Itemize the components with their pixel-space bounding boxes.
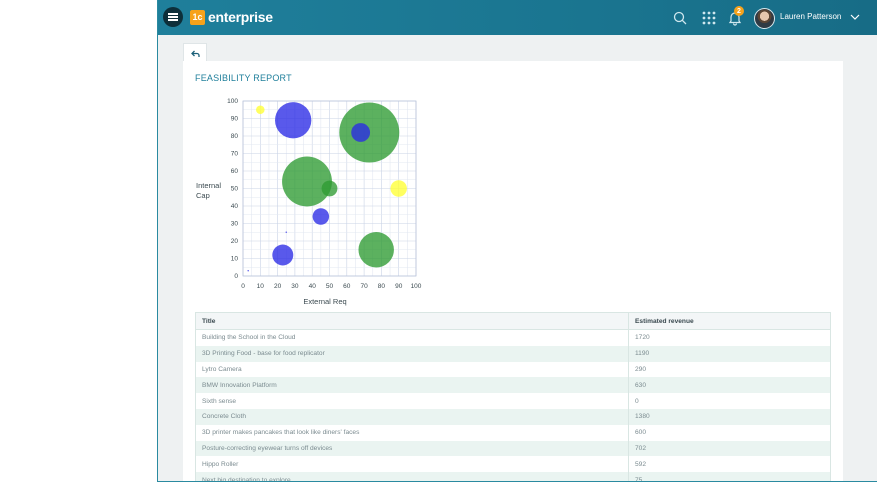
y-tick-labels: 0 10 20 30 40 50 60 70 80 90 100 [227,98,238,280]
x-tick-label: 10 [257,283,265,290]
table-row[interactable]: 3D Printing Food - base for food replica… [195,345,831,362]
x-tick-label: 60 [343,283,351,290]
cell-title: Posture-correcting eyewear turns off dev… [195,440,629,457]
x-tick-label: 50 [326,283,334,290]
table-header-row: Title Estimated revenue [195,312,831,330]
cell-title: BMW Innovation Platform [195,377,629,394]
cell-revenue: 600 [628,424,831,441]
x-tick-label: 80 [378,283,386,290]
table-row[interactable]: Hippo Roller 592 [195,456,831,473]
x-tick-label: 70 [360,283,368,290]
cell-title: Hippo Roller [195,456,629,473]
cell-revenue: 592 [628,456,831,473]
table-row[interactable]: BMW Innovation Platform 630 [195,377,831,394]
y-tick-label: 40 [231,203,239,210]
column-header-title[interactable]: Title [195,312,629,330]
x-tick-label: 20 [274,283,282,290]
top-bar: 1c enterprise 2 Lauren Patterson [158,0,877,35]
user-avatar[interactable] [754,8,775,29]
bubble-point [272,244,294,266]
column-header-revenue[interactable]: Estimated revenue [628,312,831,330]
table-row[interactable]: Concrete Cloth 1380 [195,408,831,425]
y-tick-label: 30 [231,221,239,228]
bubble-point [256,105,265,115]
bubble-point [282,156,332,207]
y-tick-label: 80 [231,133,239,140]
logo-text: enterprise [208,9,273,25]
hamburger-menu-button[interactable] [163,7,183,27]
bubble-point [390,180,407,197]
x-tick-label: 30 [291,283,299,290]
bubble-point [358,232,394,268]
bubble-point [247,270,249,272]
y-tick-label: 20 [231,238,239,245]
x-tick-label: 0 [241,283,245,290]
y-tick-label: 60 [231,168,239,175]
table-row[interactable]: Building the School in the Cloud 1720 [195,329,831,346]
cell-title: 3D Printing Food - base for food replica… [195,345,629,362]
cell-title: Building the School in the Cloud [195,329,629,346]
search-icon[interactable] [672,10,688,26]
notification-count-badge: 2 [734,6,744,16]
feasibility-table: Title Estimated revenue Building the Sch… [195,312,831,481]
cell-revenue: 0 [628,393,831,409]
chevron-down-icon[interactable] [850,12,860,22]
x-tick-label: 40 [309,283,317,290]
x-axis-label: External Req [303,297,346,306]
cell-revenue: 1190 [628,345,831,362]
y-tick-label: 0 [234,273,238,280]
x-tick-label: 100 [411,283,422,290]
user-name[interactable]: Lauren Patterson [780,12,842,21]
app-window: 1c enterprise 2 Lauren Patterson FEAS [157,0,877,482]
cell-title: 3D printer makes pancakes that look like… [195,424,629,441]
y-axis-label-line-1: Internal [196,181,221,190]
hamburger-icon [168,16,178,18]
cell-title: Concrete Cloth [195,408,629,425]
cell-revenue: 630 [628,377,831,394]
cell-revenue: 75 [628,472,831,481]
x-tick-label: 90 [395,283,403,290]
bubble-point [312,208,330,225]
table-row[interactable]: Posture-correcting eyewear turns off dev… [195,440,831,457]
y-tick-label: 90 [231,116,239,123]
y-axis-label-line-2: Cap [196,191,210,200]
back-tab[interactable] [183,43,207,63]
app-logo[interactable]: 1c enterprise [190,9,273,25]
cell-revenue: 702 [628,440,831,457]
cell-revenue: 1720 [628,329,831,346]
table-row[interactable]: Sixth sense 0 [195,393,831,409]
logo-mark: 1c [190,9,205,25]
y-tick-label: 10 [231,256,239,263]
cell-title: Next big destination to explore [195,472,629,481]
cell-title: Sixth sense [195,393,629,409]
report-title: FEASIBILITY REPORT [195,73,292,83]
plot-border [242,100,417,277]
table-row[interactable]: Lytro Camera 290 [195,361,831,378]
chart-bubbles [247,102,407,272]
bubble-chart: 0 10 20 30 40 50 60 70 80 90 100 0 10 20 30 40 50 60 70 80… [196,98,422,306]
y-tick-label: 70 [231,151,239,158]
back-arrow-icon [190,50,200,57]
apps-grid-icon[interactable] [701,10,717,26]
bubble-point [285,231,287,233]
y-tick-label: 100 [227,98,238,105]
y-tick-label: 50 [231,186,239,193]
bubble-point [351,123,371,142]
bubble-point [321,180,338,197]
table-row[interactable]: 3D printer makes pancakes that look like… [195,424,831,441]
cell-title: Lytro Camera [195,361,629,378]
cell-revenue: 1380 [628,408,831,425]
x-tick-labels: 0 10 20 30 40 50 60 70 80 90 100 [241,283,422,290]
bubble-point [275,102,312,139]
report-panel: FEASIBILITY REPORT 0 10 20 30 40 50 60 70 80 90 10… [183,61,843,481]
cell-revenue: 290 [628,361,831,378]
table-row[interactable]: Next big destination to explore 75 [195,472,831,481]
